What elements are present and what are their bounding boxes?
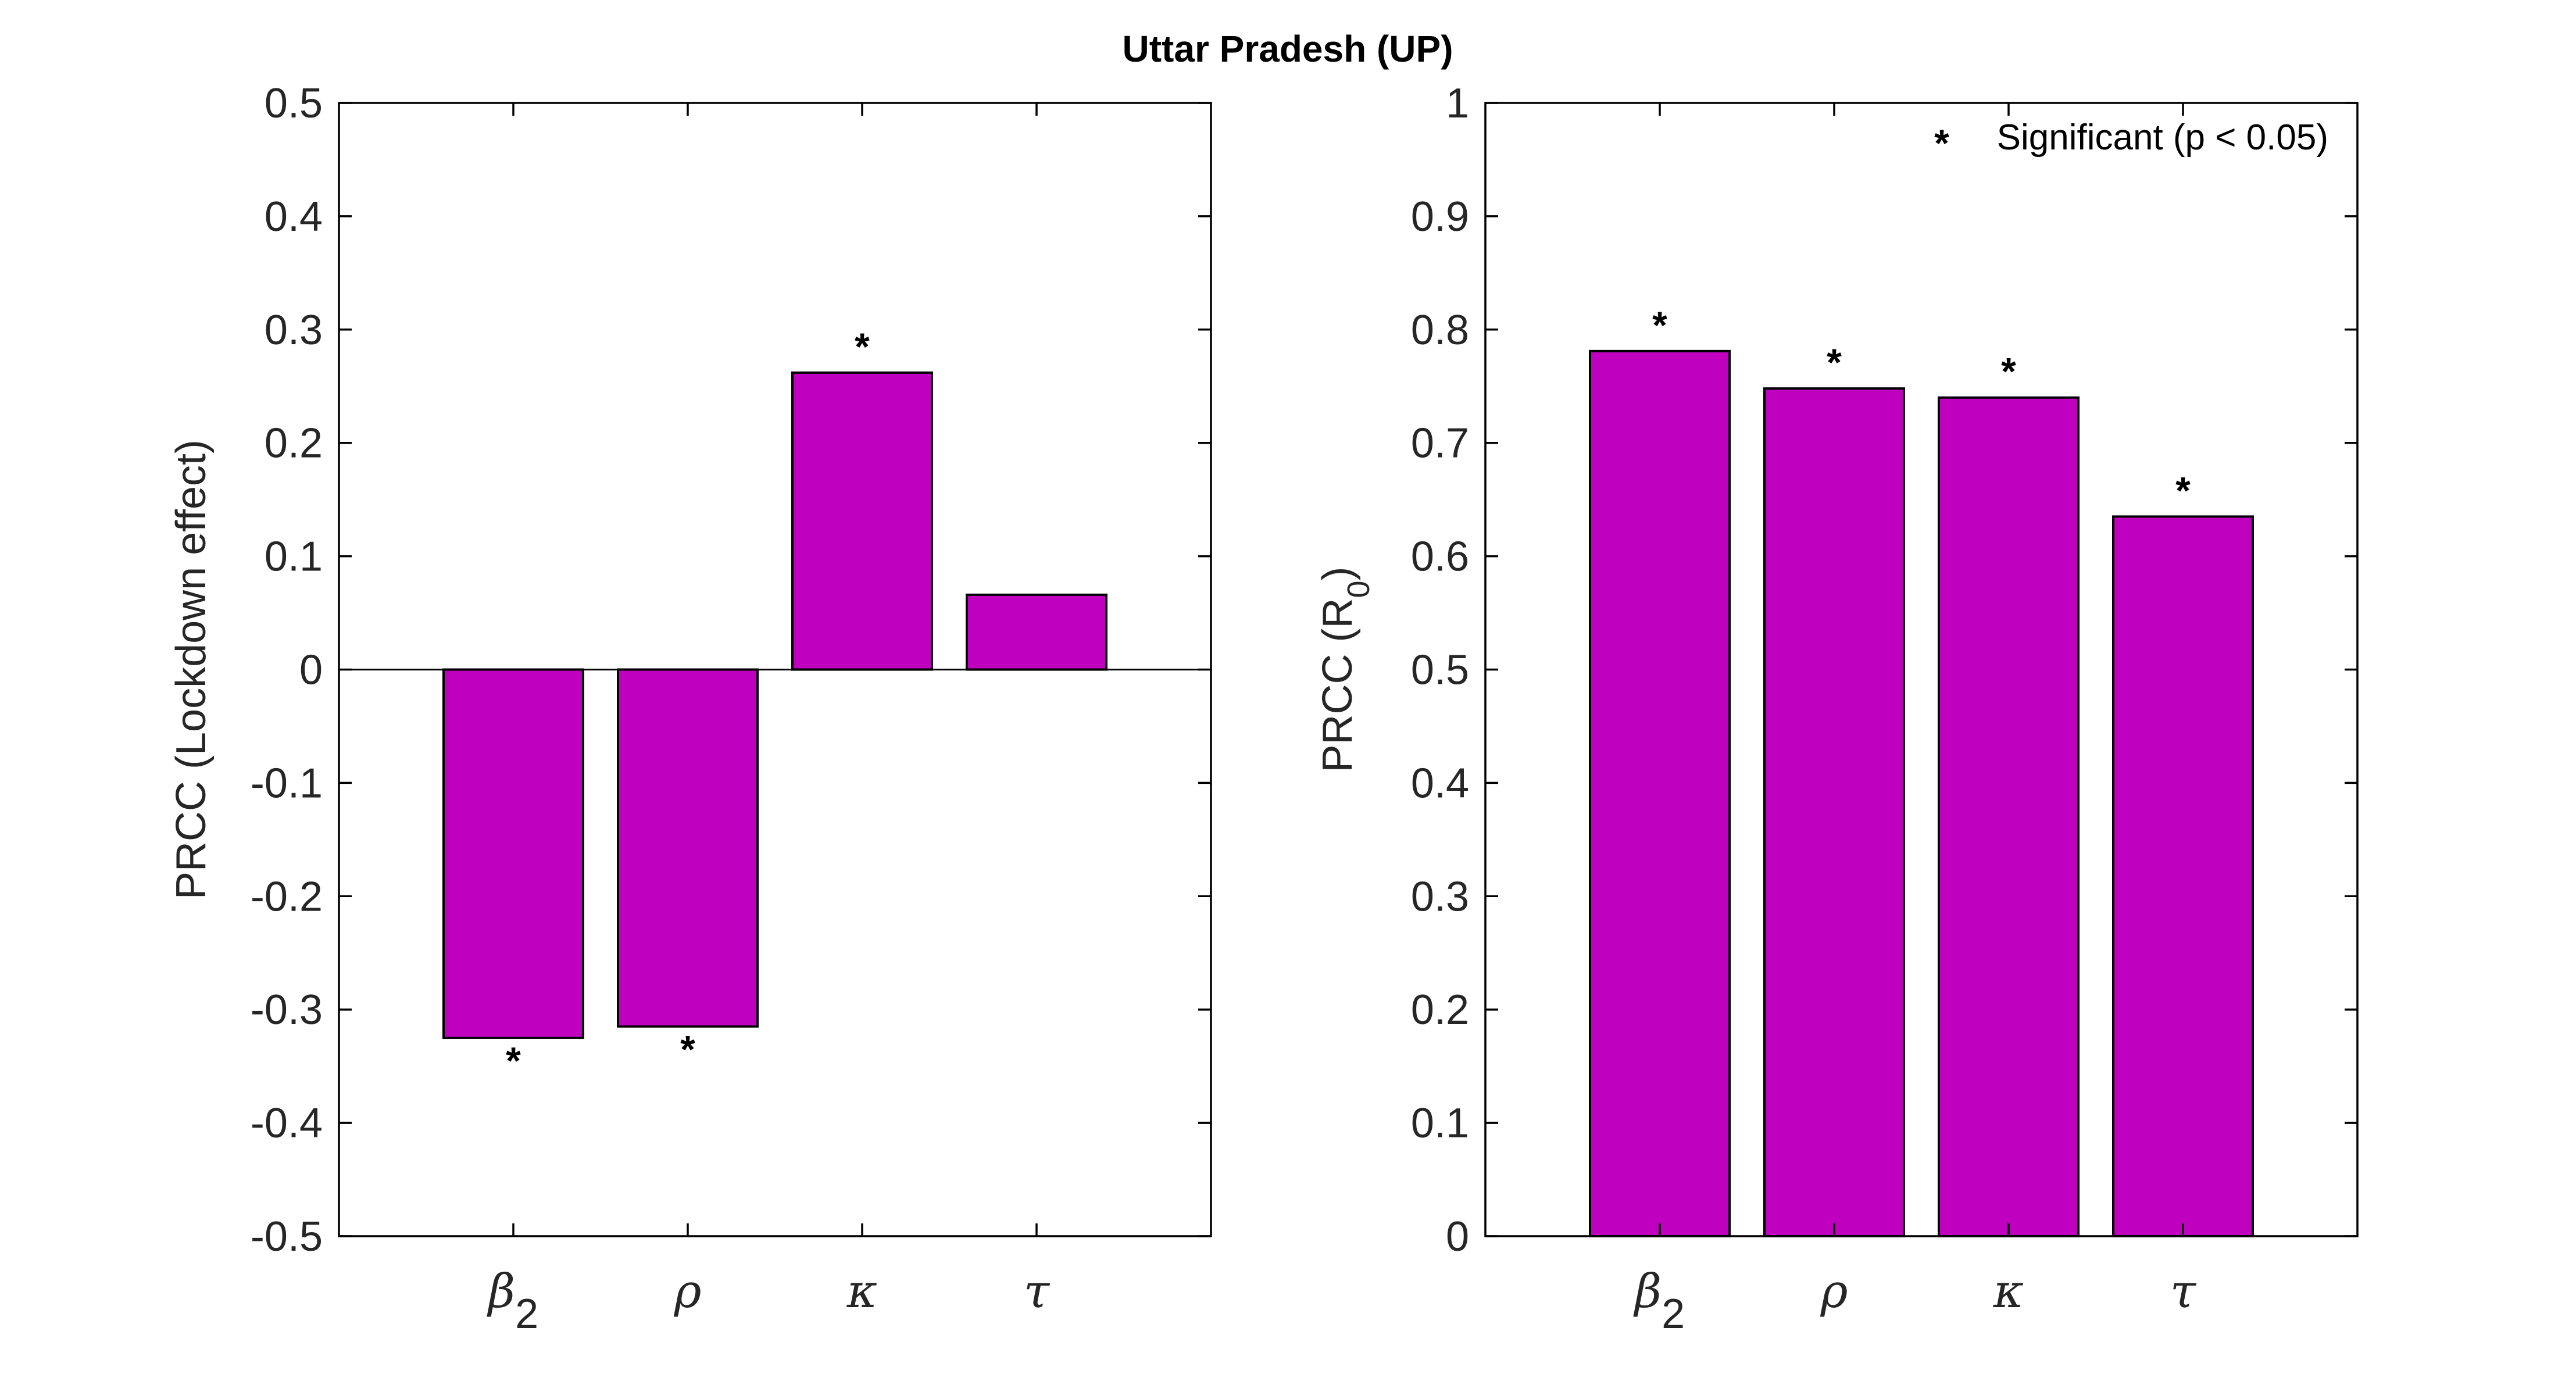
y-tick-label: 0.6 <box>1411 534 1469 580</box>
y-tick-label: 0.1 <box>265 534 323 580</box>
bar-r0-1 <box>1763 387 1905 1238</box>
y-tick-label: 0.7 <box>1411 420 1469 467</box>
x-tick-label: κ <box>846 1264 877 1318</box>
bar-r0-0 <box>1589 349 1731 1237</box>
bar-lockdown-0 <box>442 668 584 1039</box>
significance-marker: * <box>2175 469 2191 512</box>
y-tick-label: 0.4 <box>1411 760 1469 806</box>
bar-lockdown-3 <box>966 593 1107 671</box>
y-tick-label: 0.8 <box>1411 307 1469 354</box>
bar-lockdown-1 <box>617 668 759 1028</box>
legend-marker: * <box>1934 122 1949 165</box>
significance-marker: * <box>506 1039 521 1082</box>
significance-marker: * <box>855 325 870 368</box>
y-tick-label: -0.3 <box>251 987 323 1033</box>
significance-marker: * <box>2001 350 2016 393</box>
figure-title: Uttar Pradesh (UP) <box>1123 28 1453 70</box>
y-tick-label: 0.4 <box>265 194 323 240</box>
significance-marker: * <box>1827 341 1842 384</box>
y-tick-label: -0.1 <box>251 760 323 806</box>
y-tick-label: 1 <box>1446 80 1469 127</box>
significance-marker: * <box>680 1027 695 1070</box>
y-tick-label: 0.5 <box>1411 647 1469 694</box>
y-tick-label: 0.1 <box>1411 1100 1469 1147</box>
y-tick-label: 0.3 <box>265 307 323 354</box>
chart-panel-lockdown-effect: * * * -0.5 -0.4 -0.3 -0.2 -0.1 0 0.1 0.2 0.3 0.4 0.5 β… <box>168 80 1212 1337</box>
y-tick-label: 0.2 <box>265 420 323 467</box>
y-tick-label: 0.9 <box>1411 194 1469 240</box>
y-tick-label: 0.2 <box>1411 987 1469 1033</box>
y-tick-label: 0 <box>299 647 323 694</box>
legend-label: Significant (p < 0.05) <box>1997 117 2328 158</box>
x-tick-label: ρ <box>673 1264 701 1318</box>
x-tick-label: β2 <box>487 1264 538 1337</box>
x-tick-label: κ <box>1993 1264 2024 1318</box>
x-tick-label: ρ <box>1820 1264 1848 1318</box>
x-tick-label: τ <box>2170 1264 2197 1318</box>
y-tick-label: -0.4 <box>251 1100 323 1147</box>
x-tick-label: β2 <box>1633 1264 1685 1337</box>
y-tick-label: 0.5 <box>265 80 323 127</box>
y-tick-label: 0 <box>1446 1214 1469 1260</box>
y-tick-label: 0.3 <box>1411 873 1469 920</box>
bar-lockdown-2 <box>791 371 933 671</box>
y-axis-label: PRCC (R0) <box>1314 566 1376 772</box>
legend: * Significant (p < 0.05) <box>1934 117 2328 165</box>
chart-panel-r0: * * * * 0 0.1 0.2 0.3 0.4 0.5 0.6 0.7 0.8 0.9 1 β2 ρ κ τ PR… <box>1314 80 2359 1337</box>
significance-marker: * <box>1652 304 1667 347</box>
y-axis-label: PRCC (Lockdown effect) <box>168 440 215 900</box>
x-tick-label: τ <box>1024 1264 1051 1318</box>
bar-r0-3 <box>2112 515 2254 1237</box>
y-tick-label: -0.5 <box>251 1214 323 1260</box>
y-tick-label: -0.2 <box>251 873 323 920</box>
bar-r0-2 <box>1938 396 2080 1237</box>
